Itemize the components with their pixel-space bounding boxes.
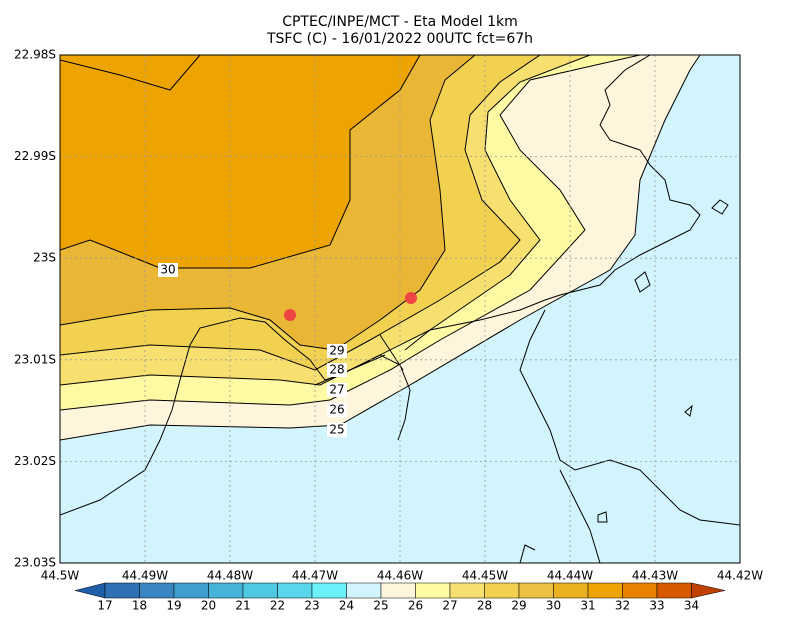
lon-label: 44.47W xyxy=(292,569,338,583)
contour-label-bg xyxy=(327,363,347,377)
lon-label: 44.42W xyxy=(717,569,763,583)
colorbar-label: 26 xyxy=(408,599,423,613)
lat-label: 22.99S xyxy=(14,149,56,163)
colorbar-label: 30 xyxy=(546,599,561,613)
colorbar-segment xyxy=(346,582,382,599)
colorbar-label: 23 xyxy=(304,599,319,613)
lat-label: 22.98S xyxy=(14,48,56,62)
colorbar-arrow xyxy=(691,582,726,599)
colorbar-label: 28 xyxy=(477,599,492,613)
colorbar-label: 34 xyxy=(684,599,699,613)
grid xyxy=(60,55,740,563)
lon-label: 44.5W xyxy=(41,569,80,583)
plot-frame xyxy=(59,54,741,564)
colorbar-label: 24 xyxy=(339,599,354,613)
lon-label: 44.44W xyxy=(547,569,593,583)
colorbar-label: 27 xyxy=(442,599,457,613)
title-line: TSFC (C) - 16/01/2022 00UTC fct=67h xyxy=(266,31,533,47)
colorbar-segment xyxy=(449,582,485,599)
colorbar-segment xyxy=(553,582,589,599)
lon-label: 44.49W xyxy=(122,569,168,583)
lat-label: 23.03S xyxy=(14,556,56,570)
contour-label-bg xyxy=(327,383,347,397)
colorbar-segment xyxy=(139,582,175,599)
contour-label: 26 xyxy=(329,403,344,417)
contour-label: 30 xyxy=(160,263,175,277)
lat-label: 23S xyxy=(33,251,56,265)
colorbar-label: 17 xyxy=(97,599,112,613)
colorbar-label: 31 xyxy=(580,599,595,613)
colorbar-segment xyxy=(415,582,451,599)
contour-label: 25 xyxy=(329,423,344,437)
colorbar-segment xyxy=(104,582,140,599)
colorbar-label: 32 xyxy=(615,599,630,613)
colorbar-segment xyxy=(622,582,658,599)
colorbar-label: 25 xyxy=(373,599,388,613)
band-30 xyxy=(60,55,420,268)
contour-label-bg xyxy=(327,344,347,358)
colorbar-label: 22 xyxy=(270,599,285,613)
contour-labels: 30 29 28 27 26 25 xyxy=(158,263,347,437)
lon-label: 44.48W xyxy=(207,569,253,583)
title-line: CPTEC/INPE/MCT - Eta Model 1km xyxy=(282,14,518,30)
colorbar-arrow xyxy=(74,582,106,599)
contour-label-bg xyxy=(327,403,347,417)
contour-label-bg xyxy=(158,263,178,277)
colorbar-label: 19 xyxy=(166,599,181,613)
colorbar-label: 33 xyxy=(649,599,664,613)
lon-label: 44.46W xyxy=(377,569,423,583)
colorbar-segment xyxy=(587,582,623,599)
lon-label: 44.45W xyxy=(462,569,508,583)
contour-label: 28 xyxy=(329,363,344,377)
colorbar-segment xyxy=(173,582,209,599)
colorbar-segment xyxy=(311,582,347,599)
station-marker xyxy=(405,292,417,304)
contour-label-bg xyxy=(327,423,347,437)
colorbar-label: 18 xyxy=(132,599,147,613)
contour-label: 29 xyxy=(329,344,344,358)
colorbar-segment xyxy=(484,582,520,599)
colorbar-segment xyxy=(242,582,278,599)
colorbar: 17 18 19 20 21 22 23 24 25 26 27 28 29 30 31 32 33 34 xyxy=(74,582,726,613)
contour-label: 27 xyxy=(329,383,344,397)
colorbar-segment xyxy=(277,582,313,599)
lon-label: 44.43W xyxy=(632,569,678,583)
colorbar-segment xyxy=(208,582,244,599)
colorbar-segment xyxy=(518,582,554,599)
station-marker xyxy=(284,309,296,321)
colorbar-label: 20 xyxy=(201,599,216,613)
colorbar-segment xyxy=(656,582,692,599)
lat-label: 23.02S xyxy=(14,454,56,468)
colorbar-segment xyxy=(380,582,416,599)
colorbar-label: 21 xyxy=(235,599,250,613)
lat-label: 23.01S xyxy=(14,352,56,366)
colorbar-label: 29 xyxy=(511,599,526,613)
